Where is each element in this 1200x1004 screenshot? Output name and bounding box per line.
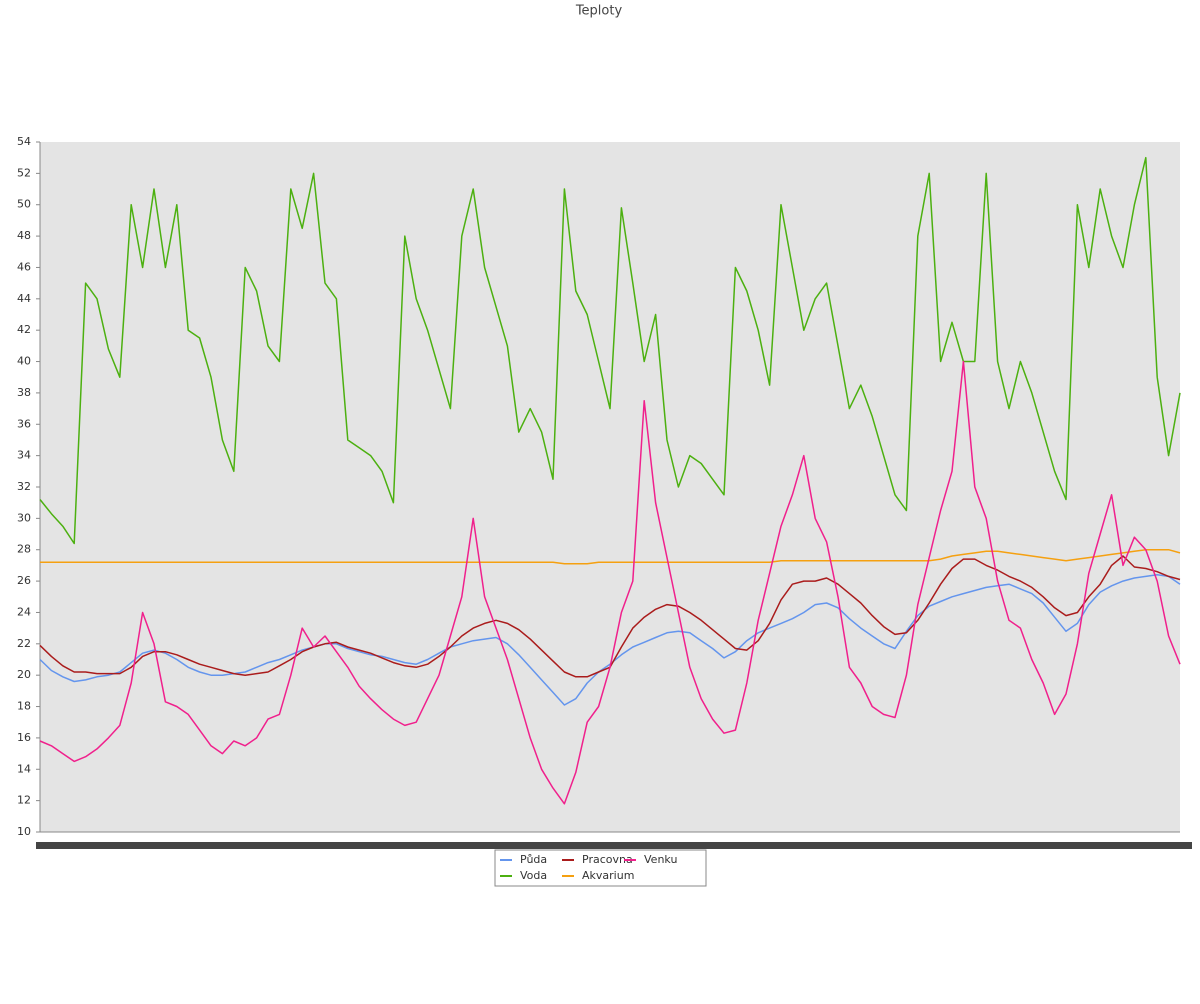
y-tick-label: 18 xyxy=(17,700,31,713)
y-tick-label: 48 xyxy=(17,229,31,242)
series-lines xyxy=(39,156,1181,805)
legend: Půda Voda Pracovna Akvarium Venku xyxy=(500,853,677,882)
y-tick-label: 40 xyxy=(17,355,31,368)
y-tick-label: 30 xyxy=(17,511,31,524)
legend-box xyxy=(494,849,707,887)
series-line xyxy=(39,360,1181,805)
x-tick-label-band xyxy=(36,842,1192,849)
series-line xyxy=(40,548,1181,565)
y-tick-label: 26 xyxy=(17,574,31,587)
y-tick-label: 14 xyxy=(17,762,31,775)
y-tick-label: 32 xyxy=(17,480,31,493)
y-tick-label: 28 xyxy=(17,543,31,556)
y-tick-label: 54 xyxy=(17,135,31,148)
y-tick-label: 10 xyxy=(17,825,31,838)
legend-label: Akvarium xyxy=(582,869,634,882)
y-tick-label: 24 xyxy=(17,605,31,618)
y-tick-label: 42 xyxy=(17,323,31,336)
y-tick-label: 46 xyxy=(17,260,31,273)
y-tick-label: 16 xyxy=(17,731,31,744)
legend-label: Pracovna xyxy=(582,853,633,866)
y-tick-label: 34 xyxy=(17,449,31,462)
y-tick-label: 38 xyxy=(17,386,31,399)
legend-label: Půda xyxy=(520,853,547,866)
y-tick-label: 22 xyxy=(17,637,31,650)
series-line xyxy=(39,156,1181,545)
y-tick-label: 20 xyxy=(17,668,31,681)
y-tick-label: 12 xyxy=(17,794,31,807)
y-tick-label: 36 xyxy=(17,417,31,430)
y-tick-label: 44 xyxy=(17,292,31,305)
chart-title: Teploty xyxy=(575,4,623,19)
legend-label: Venku xyxy=(644,853,677,866)
legend-label: Voda xyxy=(520,869,547,882)
y-tick-label: 52 xyxy=(17,166,31,179)
y-tick-label: 50 xyxy=(17,198,31,211)
plot-area xyxy=(40,142,1180,832)
